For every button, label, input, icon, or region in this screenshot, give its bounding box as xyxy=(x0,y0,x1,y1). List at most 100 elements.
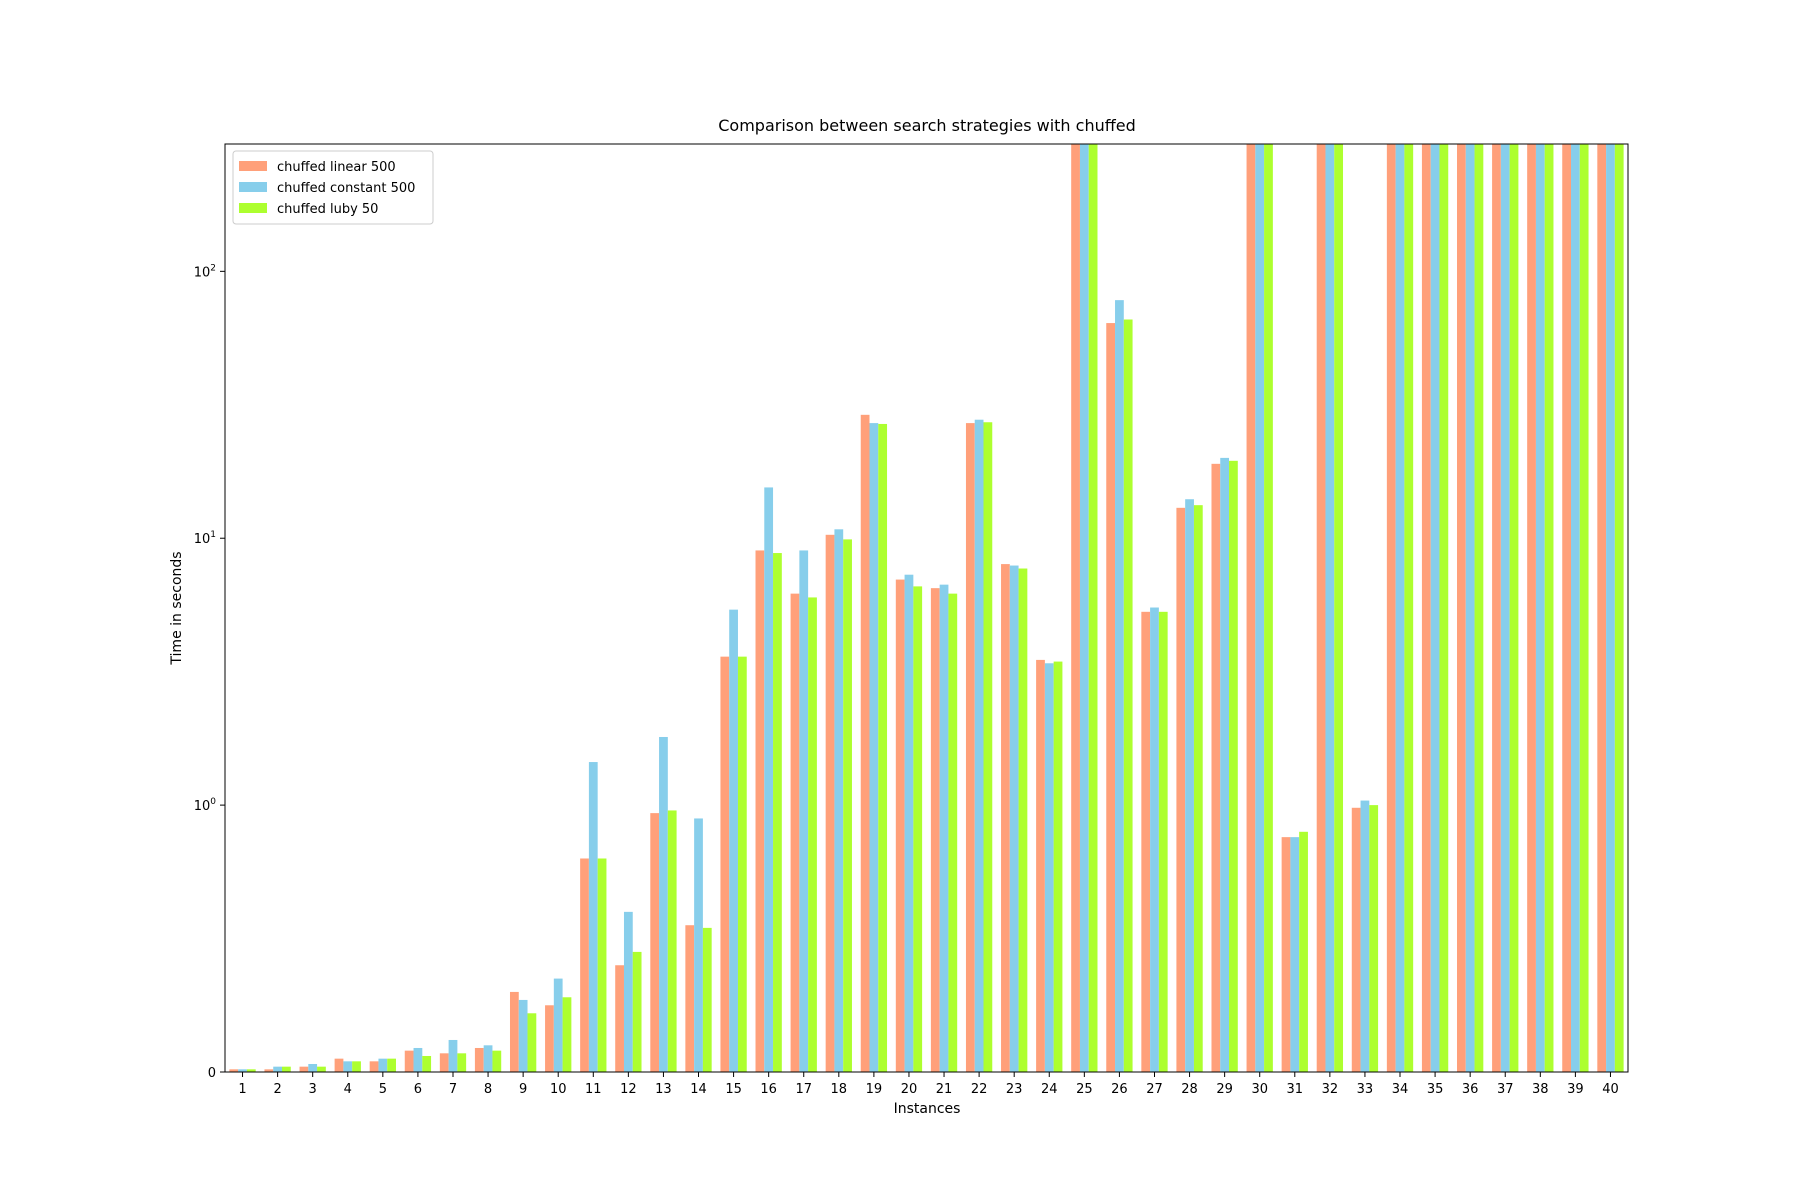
bar xyxy=(1053,661,1063,1072)
bar xyxy=(1535,144,1545,1072)
x-tick-label: 7 xyxy=(449,1082,457,1097)
x-tick-label: 27 xyxy=(1146,1082,1163,1097)
bar xyxy=(965,423,975,1072)
bar xyxy=(1246,144,1256,1072)
bar xyxy=(1614,144,1624,1072)
x-tick-label: 29 xyxy=(1216,1082,1233,1097)
bar xyxy=(694,818,703,1072)
bar xyxy=(930,588,940,1072)
bar xyxy=(457,1053,467,1072)
legend-swatch xyxy=(239,182,267,192)
bar xyxy=(1404,144,1414,1072)
bar xyxy=(1001,564,1010,1072)
x-tick-label: 34 xyxy=(1392,1082,1409,1097)
bar xyxy=(1176,507,1186,1072)
x-tick-label: 37 xyxy=(1497,1082,1514,1097)
x-tick-label: 13 xyxy=(655,1082,672,1097)
bar xyxy=(659,736,668,1072)
bar xyxy=(1290,837,1300,1072)
bar xyxy=(483,1045,493,1072)
bar xyxy=(1544,144,1554,1072)
bar xyxy=(597,858,607,1072)
x-axis: 1 2 3 4 5 6 7 8 9 10 11 12 13 14 15 16 17 18 19 20 21 22 23 24 2… xyxy=(238,1072,1619,1097)
bar xyxy=(737,656,747,1072)
bar xyxy=(632,951,642,1072)
bar xyxy=(264,1069,274,1072)
x-tick-label: 36 xyxy=(1462,1082,1479,1097)
x-tick-label: 40 xyxy=(1602,1082,1619,1097)
bar xyxy=(799,550,809,1072)
bar xyxy=(764,487,774,1072)
bar xyxy=(1606,144,1615,1072)
x-tick-label: 30 xyxy=(1251,1082,1268,1097)
bar xyxy=(878,423,888,1072)
x-tick-label: 14 xyxy=(690,1082,707,1097)
bar xyxy=(1220,457,1230,1072)
bar xyxy=(755,550,765,1072)
bar xyxy=(702,927,712,1072)
bar xyxy=(1255,144,1265,1072)
bar xyxy=(773,553,782,1072)
bar xyxy=(588,762,598,1072)
bar xyxy=(1281,837,1291,1072)
bar xyxy=(948,593,958,1072)
bar xyxy=(1115,300,1124,1073)
y-tick-label: 101 xyxy=(194,530,216,547)
bar xyxy=(615,965,624,1072)
bar xyxy=(825,534,835,1072)
bar xyxy=(1465,144,1475,1072)
x-tick-label: 11 xyxy=(585,1082,602,1097)
x-tick-label: 31 xyxy=(1287,1082,1304,1097)
x-tick-label: 4 xyxy=(344,1082,352,1097)
bar xyxy=(1351,807,1361,1072)
x-tick-label: 2 xyxy=(273,1082,281,1097)
bar xyxy=(1071,144,1080,1072)
bar xyxy=(229,1069,239,1072)
bar xyxy=(273,1066,282,1072)
x-tick-label: 38 xyxy=(1532,1082,1549,1097)
x-tick-label: 32 xyxy=(1322,1082,1339,1097)
bar xyxy=(1211,463,1221,1072)
bar xyxy=(1036,659,1045,1072)
bar xyxy=(1457,144,1466,1072)
x-tick-label: 8 xyxy=(484,1082,492,1097)
y-axis: 0 100 101 102 xyxy=(194,263,225,1081)
bar xyxy=(904,574,914,1072)
bar xyxy=(860,414,870,1072)
bar xyxy=(939,584,949,1072)
bar xyxy=(869,423,879,1072)
y-tick-label: 102 xyxy=(194,263,216,280)
bar xyxy=(1430,144,1440,1072)
bar xyxy=(1229,460,1238,1073)
legend-box xyxy=(232,150,434,225)
x-tick-label: 25 xyxy=(1076,1082,1093,1097)
bar xyxy=(983,422,993,1072)
bar xyxy=(1509,144,1519,1072)
bar xyxy=(1044,663,1054,1072)
bar xyxy=(843,539,852,1072)
bar xyxy=(1325,144,1335,1072)
bar xyxy=(1316,144,1326,1072)
bar xyxy=(404,1050,414,1072)
x-tick-label: 22 xyxy=(971,1082,988,1097)
bar xyxy=(1141,611,1151,1072)
x-axis-label: Instances xyxy=(894,1101,961,1117)
x-tick-label: 3 xyxy=(309,1082,317,1097)
bar xyxy=(509,991,519,1072)
bar xyxy=(720,656,730,1072)
bar xyxy=(808,597,817,1072)
x-tick-label: 15 xyxy=(725,1082,742,1097)
x-tick-label: 18 xyxy=(831,1082,848,1097)
bar xyxy=(834,529,844,1072)
bar xyxy=(246,1069,256,1072)
bar xyxy=(1123,319,1133,1072)
bar xyxy=(439,1053,449,1072)
x-tick-label: 9 xyxy=(519,1082,527,1097)
x-tick-label: 26 xyxy=(1111,1082,1128,1097)
bar xyxy=(1009,565,1019,1072)
bar xyxy=(1492,144,1501,1072)
bar xyxy=(1018,568,1028,1072)
x-tick-label: 10 xyxy=(550,1082,567,1097)
bar xyxy=(1150,607,1159,1072)
bar xyxy=(1193,505,1203,1072)
